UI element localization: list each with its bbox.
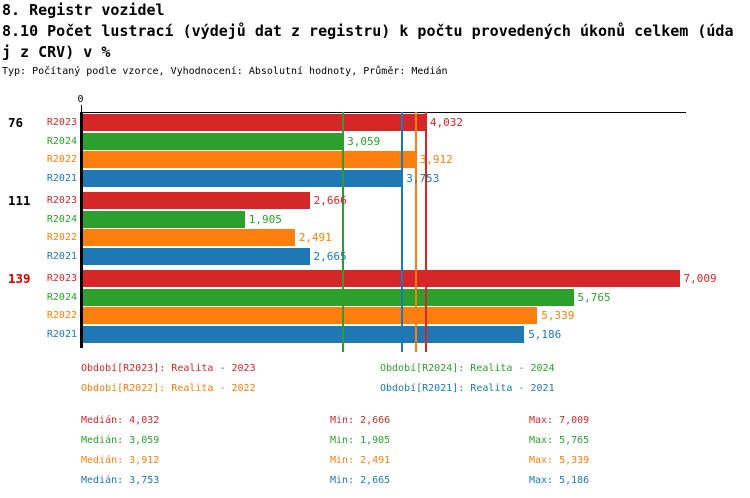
group-label: 76 bbox=[8, 115, 24, 130]
stat-median-r2023: Medián: 4,032 bbox=[81, 415, 160, 426]
stat-max-r2023: Max: 7,009 bbox=[529, 415, 590, 426]
group-label: 139 bbox=[8, 271, 31, 286]
stat-median-r2024: Medián: 3,059 bbox=[81, 435, 160, 446]
bar bbox=[82, 132, 344, 150]
legend-item-r2021: Období[R2021]: Realita - 2021 bbox=[380, 383, 555, 394]
bar-value-label: 2,666 bbox=[313, 194, 347, 207]
bar-value-label: 2,491 bbox=[298, 231, 332, 244]
stat-median-r2022: Medián: 3,912 bbox=[81, 455, 160, 466]
x-axis-origin-label: 0 bbox=[77, 94, 84, 105]
x-axis-line bbox=[80, 111, 686, 113]
median-line-r2024 bbox=[342, 112, 344, 352]
bar bbox=[82, 229, 295, 246]
bar-row-label: R2024 bbox=[46, 213, 77, 225]
chart-meta-info: Typ: Počítaný podle vzorce, Vyhodnocení:… bbox=[2, 66, 448, 77]
bar-value-label: 3,753 bbox=[406, 171, 440, 185]
bar-row-label: R2021 bbox=[46, 250, 77, 262]
bar bbox=[82, 210, 245, 228]
stat-min-r2023: Min: 2,666 bbox=[330, 415, 391, 426]
group-label: 111 bbox=[8, 193, 31, 208]
bar-row-label: R2024 bbox=[46, 291, 77, 303]
bar-row-label: R2022 bbox=[46, 232, 77, 243]
bar-row-label: R2022 bbox=[46, 154, 77, 165]
chart-subtitle-line1: 8.10 Počet lustrací (výdejů dat z regist… bbox=[2, 22, 734, 40]
bar bbox=[82, 307, 538, 324]
stat-max-r2024: Max: 5,765 bbox=[529, 435, 590, 446]
legend-item-r2022: Období[R2022]: Realita - 2022 bbox=[81, 383, 256, 394]
bar-value-label: 4,032 bbox=[429, 116, 464, 129]
chart-subtitle-line2: j z CRV) v % bbox=[2, 43, 111, 61]
bar bbox=[82, 247, 310, 265]
median-line-r2023 bbox=[425, 112, 427, 352]
median-line-r2021 bbox=[401, 112, 403, 352]
stat-min-r2022: Min: 2,491 bbox=[330, 455, 391, 466]
bar-value-label: 7,009 bbox=[683, 272, 717, 285]
y-axis-line bbox=[80, 112, 83, 348]
bar bbox=[82, 270, 680, 287]
bar-value-label: 5,765 bbox=[577, 290, 611, 304]
bar bbox=[82, 169, 403, 187]
bar-row-label: R2021 bbox=[46, 328, 77, 340]
bar bbox=[82, 192, 310, 209]
stat-min-r2021: Min: 2,665 bbox=[330, 475, 391, 486]
bar bbox=[82, 288, 574, 306]
bar-row-label: R2023 bbox=[46, 195, 77, 206]
stat-max-r2021: Max: 5,186 bbox=[529, 475, 590, 486]
bar-value-label: 3,912 bbox=[419, 153, 453, 166]
bar bbox=[82, 151, 416, 168]
bar-row-label: R2023 bbox=[46, 117, 77, 128]
legend-item-r2023: Období[R2023]: Realita - 2023 bbox=[81, 363, 256, 374]
bar-value-label: 3,059 bbox=[347, 134, 381, 148]
bar-row-label: R2024 bbox=[46, 135, 77, 147]
bar-row-label: R2022 bbox=[46, 310, 77, 321]
x-axis-tick bbox=[80, 105, 82, 112]
report-header: 8. Registr vozidel 8.10 Počet lustrací (… bbox=[2, 0, 734, 63]
legend-item-r2024: Období[R2024]: Realita - 2024 bbox=[380, 363, 555, 374]
bar-value-label: 2,665 bbox=[313, 249, 347, 263]
bar-row-label: R2023 bbox=[46, 273, 77, 284]
bar-value-label: 5,186 bbox=[528, 327, 562, 341]
bar-row-label: R2021 bbox=[46, 172, 77, 184]
bar bbox=[82, 325, 525, 343]
stat-min-r2024: Min: 1,905 bbox=[330, 435, 391, 446]
bar-value-label: 5,339 bbox=[541, 309, 575, 322]
stat-median-r2021: Medián: 3,753 bbox=[81, 475, 160, 486]
stat-max-r2022: Max: 5,339 bbox=[529, 455, 590, 466]
report-title: 8. Registr vozidel bbox=[2, 1, 165, 19]
bar bbox=[82, 114, 426, 131]
median-line-r2022 bbox=[415, 112, 417, 352]
bar-value-label: 1,905 bbox=[248, 212, 282, 226]
